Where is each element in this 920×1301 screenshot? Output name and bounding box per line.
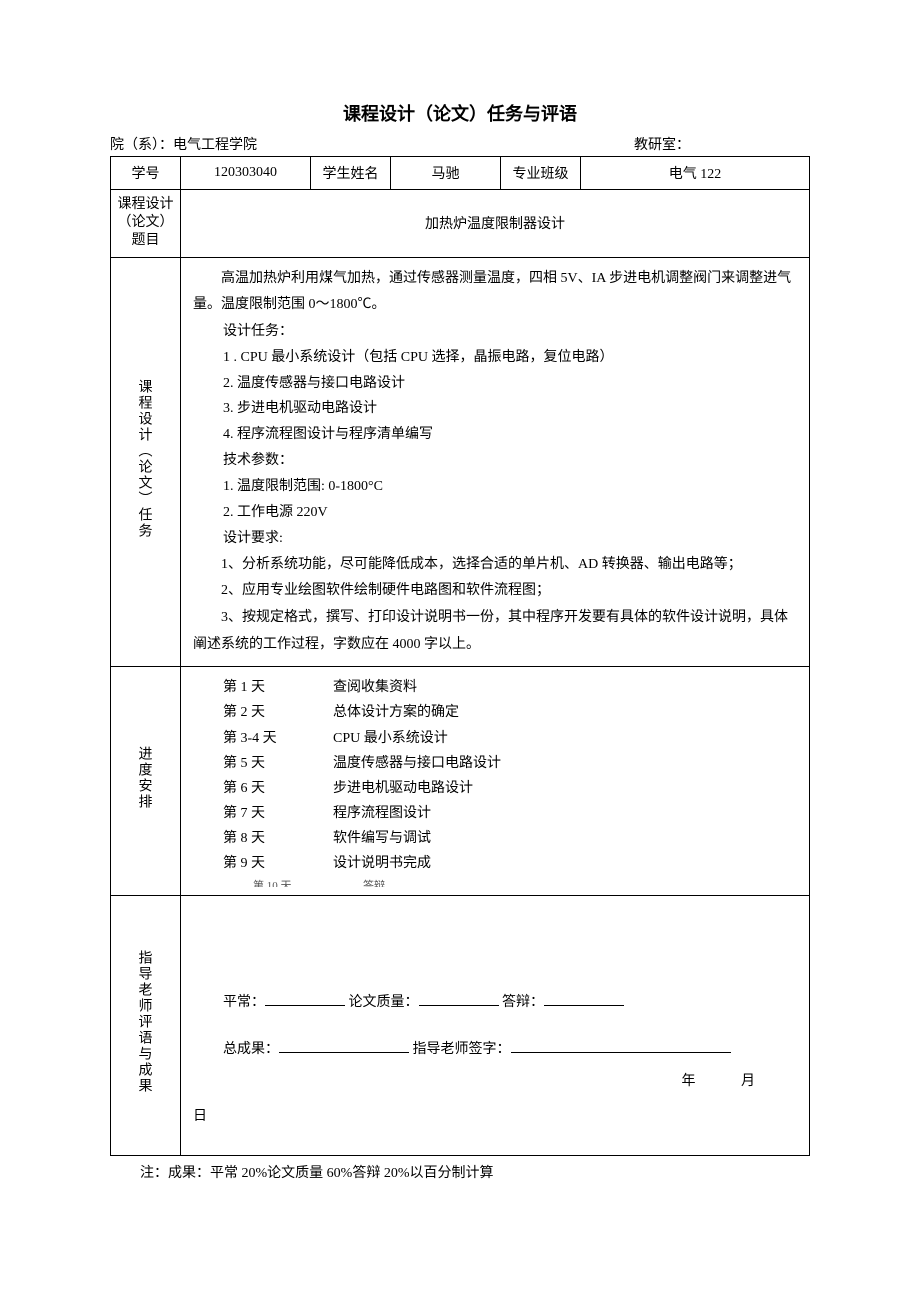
schedule-item-truncated: 第 10 天 答辩: [193, 877, 797, 887]
schedule-task: 总体设计方案的确定: [333, 700, 797, 725]
evaluation-label-cell: 指导老师评语与成果: [111, 895, 181, 1155]
schedule-item: 第 7 天 程序流程图设计: [193, 801, 797, 826]
student-id-value: 120303040: [181, 157, 311, 190]
task-item: 1. 温度限制范围: 0-1800°C: [223, 474, 797, 500]
task-section1-title: 设计任务：: [223, 319, 797, 345]
task-intro: 高温加热炉利用煤气加热，通过传感器测量温度，四相 5V、IA 步进电机调整阀门来…: [193, 266, 797, 319]
schedule-day: 第 10 天: [223, 877, 363, 887]
task-label-cell: 课程设计（论文）任务: [111, 257, 181, 667]
schedule-day: 第 9 天: [193, 851, 333, 876]
schedule-day: 第 8 天: [193, 826, 333, 851]
usual-label: 平常：: [223, 995, 265, 1010]
schedule-item: 第 6 天 步进电机驱动电路设计: [193, 776, 797, 801]
page-title: 课程设计（论文）任务与评语: [110, 100, 810, 126]
topic-label: 课程设计（论文）题目: [111, 190, 181, 258]
eval-scores-line: 平常： 论文质量： 答辩：: [223, 990, 785, 1017]
task-row: 课程设计（论文）任务 高温加热炉利用煤气加热，通过传感器测量温度，四相 5V、I…: [111, 257, 810, 667]
schedule-label: 进度安排: [138, 746, 154, 810]
task-item: 3、按规定格式，撰写、打印设计说明书一份，其中程序开发要有具体的软件设计说明，具…: [193, 605, 797, 658]
schedule-task: 温度传感器与接口电路设计: [333, 751, 797, 776]
class-label: 专业班级: [501, 157, 581, 190]
schedule-task: 查阅收集资料: [333, 675, 797, 700]
schedule-item: 第 5 天 温度传感器与接口电路设计: [193, 751, 797, 776]
task-item: 2、应用专业绘图软件绘制硬件电路图和软件流程图；: [193, 578, 797, 605]
office-label: 教研室：: [634, 138, 690, 153]
task-item: 1、分析系统功能，尽可能降低成本，选择合适的单片机、AD 转换器、输出电路等；: [193, 552, 797, 579]
dept-label: 院（系）：: [110, 138, 173, 153]
signature-blank: [511, 1037, 731, 1053]
schedule-task: 答辩: [363, 877, 797, 887]
schedule-content: 第 1 天 查阅收集资料 第 2 天 总体设计方案的确定 第 3-4 天 CPU…: [181, 667, 810, 896]
schedule-item: 第 8 天 软件编写与调试: [193, 826, 797, 851]
topic-label-text: 课程设计（论文）题目: [118, 197, 174, 248]
task-item: 1 . CPU 最小系统设计（包括 CPU 选择，晶振电路，复位电路）: [223, 345, 797, 371]
schedule-task: 步进电机驱动电路设计: [333, 776, 797, 801]
task-content: 高温加热炉利用煤气加热，通过传感器测量温度，四相 5V、IA 步进电机调整阀门来…: [181, 257, 810, 667]
task-label: 课程设计（论文）任务: [138, 379, 154, 539]
year-label: 年: [682, 1074, 696, 1089]
quality-blank: [419, 990, 499, 1006]
task-item: 2. 温度传感器与接口电路设计: [223, 371, 797, 397]
class-value: 电气 122: [581, 157, 810, 190]
student-name-label: 学生姓名: [311, 157, 391, 190]
task-item: 3. 步进电机驱动电路设计: [223, 396, 797, 422]
eval-date-line: 年 月: [223, 1069, 785, 1096]
schedule-item: 第 2 天 总体设计方案的确定: [193, 700, 797, 725]
schedule-day: 第 7 天: [193, 801, 333, 826]
signature-label: 指导老师签字：: [413, 1042, 511, 1057]
topic-row: 课程设计（论文）题目 加热炉温度限制器设计: [111, 190, 810, 258]
dept-value: 电气工程学院: [173, 138, 257, 153]
schedule-item: 第 9 天 设计说明书完成: [193, 851, 797, 876]
quality-label: 论文质量：: [349, 995, 419, 1010]
footer-note: 注：成果：平常 20%论文质量 60%答辩 20%以百分制计算: [110, 1162, 810, 1182]
task-section3-title: 设计要求:: [223, 526, 797, 552]
month-label: 月: [741, 1074, 755, 1089]
schedule-task: 设计说明书完成: [333, 851, 797, 876]
day-label: 日: [193, 1104, 797, 1131]
evaluation-row: 指导老师评语与成果 平常： 论文质量： 答辩： 总成果： 指导老师签字： 年 月: [111, 895, 810, 1155]
schedule-label-cell: 进度安排: [111, 667, 181, 896]
schedule-row: 进度安排 第 1 天 查阅收集资料 第 2 天 总体设计方案的确定 第 3-4 …: [111, 667, 810, 896]
usual-blank: [265, 990, 345, 1006]
schedule-day: 第 5 天: [193, 751, 333, 776]
student-id-label: 学号: [111, 157, 181, 190]
evaluation-content: 平常： 论文质量： 答辩： 总成果： 指导老师签字： 年 月 日: [181, 895, 810, 1155]
main-table: 学号 120303040 学生姓名 马驰 专业班级 电气 122 课程设计（论文…: [110, 156, 810, 1156]
schedule-task: 程序流程图设计: [333, 801, 797, 826]
schedule-item: 第 3-4 天 CPU 最小系统设计: [193, 726, 797, 751]
total-label: 总成果：: [223, 1042, 279, 1057]
schedule-task: 软件编写与调试: [333, 826, 797, 851]
schedule-task: CPU 最小系统设计: [333, 726, 797, 751]
topic-value: 加热炉温度限制器设计: [181, 190, 810, 258]
eval-total-line: 总成果： 指导老师签字：: [223, 1037, 785, 1064]
schedule-day: 第 3-4 天: [193, 726, 333, 751]
schedule-day: 第 2 天: [193, 700, 333, 725]
schedule-day: 第 6 天: [193, 776, 333, 801]
schedule-day: 第 1 天: [193, 675, 333, 700]
task-item: 2. 工作电源 220V: [223, 500, 797, 526]
student-name-value: 马驰: [391, 157, 501, 190]
defense-blank: [544, 990, 624, 1006]
header-line: 院（系）：电气工程学院 教研室：: [110, 134, 810, 154]
schedule-item: 第 1 天 查阅收集资料: [193, 675, 797, 700]
info-row: 学号 120303040 学生姓名 马驰 专业班级 电气 122: [111, 157, 810, 190]
task-section2-title: 技术参数：: [223, 448, 797, 474]
total-blank: [279, 1037, 409, 1053]
defense-label: 答辩：: [502, 995, 544, 1010]
task-item: 4. 程序流程图设计与程序清单编写: [223, 422, 797, 448]
evaluation-label: 指导老师评语与成果: [138, 950, 154, 1094]
